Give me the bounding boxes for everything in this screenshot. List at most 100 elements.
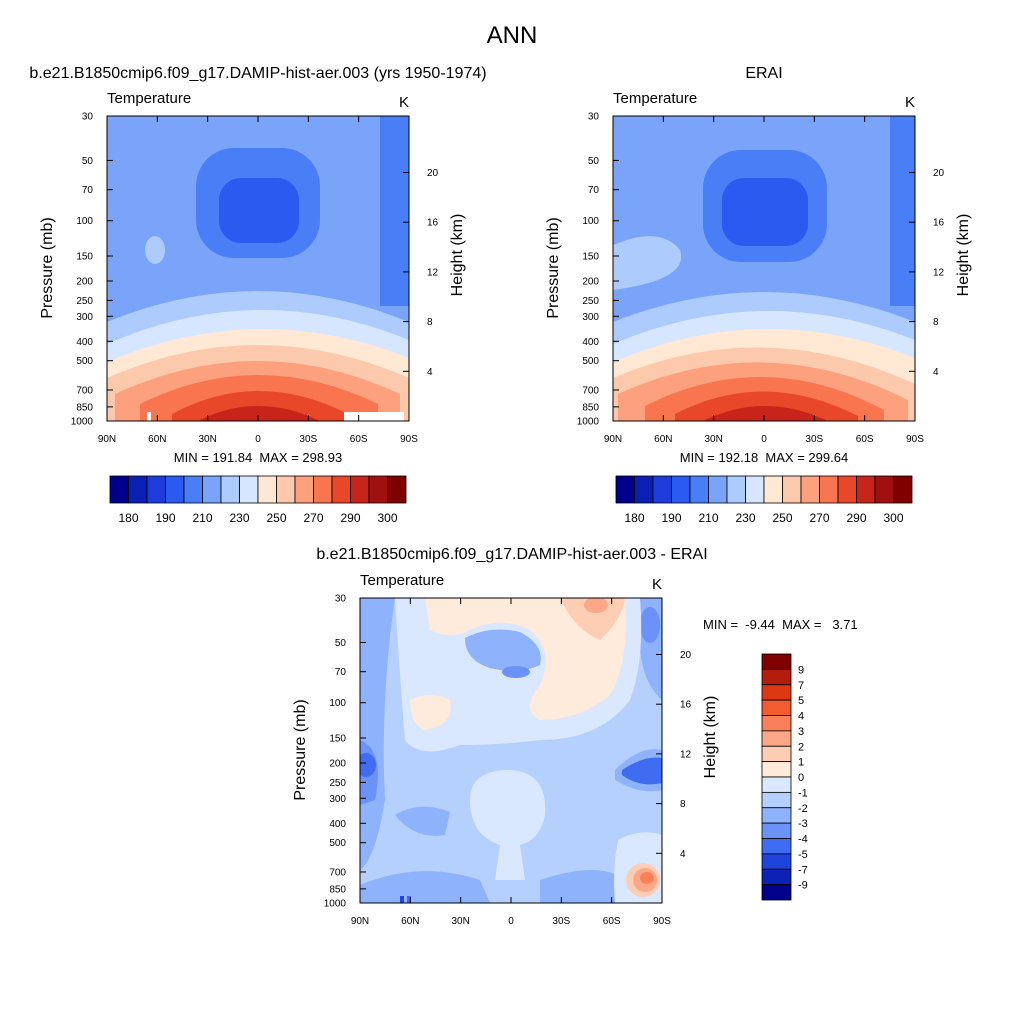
x-tick-label: 30N — [198, 434, 216, 445]
y-tick-label: 400 — [76, 337, 93, 348]
colorbar-swatch — [239, 475, 259, 504]
y2-axis-ticks: 20 16 12 8 4 — [909, 168, 945, 378]
colorbar-label: -3 — [798, 818, 808, 830]
colorbar-label: 4 — [798, 711, 804, 723]
colorbar-swatch — [819, 475, 839, 504]
y-tick-label: 70 — [335, 667, 347, 678]
y-tick-label: 50 — [82, 156, 94, 167]
colorbar-swatch — [726, 475, 746, 504]
x-tick-label: 0 — [508, 916, 514, 927]
colorbar-label: -2 — [798, 803, 808, 815]
panel-title: b.e21.B1850cmip6.f09_g17.DAMIP-hist-aer.… — [316, 546, 707, 563]
colorbar-label: 190 — [155, 511, 175, 525]
y2-tick-label: 12 — [680, 749, 692, 760]
colorbar-swatch — [202, 475, 222, 504]
y-tick-label: 250 — [76, 296, 93, 307]
colorbar-label: 0 — [798, 772, 804, 784]
colorbar-swatch — [183, 475, 203, 504]
x-tick-label: 30N — [451, 916, 469, 927]
colorbar-swatch — [294, 475, 314, 504]
colorbar-swatch — [331, 475, 351, 504]
y-tick-label: 700 — [329, 867, 346, 878]
y-tick-label: 850 — [582, 402, 599, 413]
panel-model: b.e21.B1850cmip6.f09_g17.DAMIP-hist-aer.… — [29, 65, 486, 525]
y-tick-label: 850 — [329, 884, 346, 895]
panel-erai: ERAI Temperature K 305070100150200250300… — [545, 65, 972, 525]
y-tick-label: 100 — [582, 216, 599, 227]
y-axis-label: Pressure (mb) — [545, 217, 562, 318]
y2-tick-label: 4 — [680, 849, 686, 860]
y-tick-label: 30 — [82, 112, 94, 123]
colorbar-label: 3 — [798, 726, 804, 738]
colorbar-swatch — [763, 475, 783, 504]
colorbar-swatch — [313, 475, 333, 504]
colorbar-label: 290 — [340, 511, 360, 525]
colorbar-label: -5 — [798, 849, 808, 861]
x-tick-label: 90N — [351, 916, 369, 927]
colorbar-swatch — [761, 838, 792, 855]
colorbar-swatch — [761, 699, 792, 716]
y-tick-label: 500 — [76, 356, 93, 367]
colorbar: 180 190 210 230 250 270 290 300 — [615, 475, 913, 525]
y-tick-label: 70 — [82, 185, 94, 196]
x-tick-label: 0 — [255, 434, 261, 445]
y2-axis-ticks: 20 16 12 8 4 — [656, 650, 692, 860]
colorbar-label: 1 — [798, 757, 804, 769]
x-tick-label: 30S — [552, 916, 570, 927]
colorbar-swatch — [128, 475, 148, 504]
colorbar-label: 180 — [624, 511, 644, 525]
y-tick-label: 70 — [588, 185, 600, 196]
colorbar-swatch — [708, 475, 728, 504]
x-tick-label: 90N — [98, 434, 116, 445]
x-tick-label: 60N — [654, 434, 672, 445]
y-tick-label: 250 — [329, 778, 346, 789]
colorbar-swatch — [761, 853, 792, 870]
y-tick-label: 150 — [76, 251, 93, 262]
colorbar-label: 250 — [772, 511, 792, 525]
y2-axis-label: Height (km) — [955, 214, 972, 297]
x-tick-label: 60N — [148, 434, 166, 445]
colorbar-swatch — [837, 475, 857, 504]
y2-axis-label: Height (km) — [449, 214, 466, 297]
x-tick-label: 30S — [805, 434, 823, 445]
x-tick-label: 60N — [401, 916, 419, 927]
colorbar-swatch — [761, 730, 792, 747]
y-tick-label: 200 — [329, 759, 346, 770]
y-tick-label: 1000 — [324, 899, 347, 910]
colorbar-swatch — [615, 475, 635, 504]
colorbar: 9 7 5 4 3 2 1 0 -1 -2 -3 -4 -5 -7 -9 — [761, 653, 808, 901]
colorbar-swatch — [761, 715, 792, 732]
variable-label: Temperature — [613, 90, 697, 107]
colorbar-label: 7 — [798, 680, 804, 692]
colorbar-swatch — [856, 475, 876, 504]
colorbar-label: -9 — [798, 880, 808, 892]
colorbar-swatch — [761, 761, 792, 778]
y2-tick-label: 20 — [680, 650, 692, 661]
units-label: K — [399, 94, 409, 111]
colorbar-label: 230 — [735, 511, 755, 525]
colorbar-swatch — [761, 653, 792, 670]
colorbar-label: 190 — [661, 511, 681, 525]
colorbar-swatch — [893, 475, 913, 504]
y-tick-label: 850 — [76, 402, 93, 413]
y2-tick-label: 8 — [427, 317, 433, 328]
x-tick-label: 60S — [603, 916, 621, 927]
colorbar-label: 270 — [303, 511, 323, 525]
y-tick-label: 200 — [582, 277, 599, 288]
colorbar-swatch — [257, 475, 277, 504]
y2-tick-label: 16 — [680, 700, 692, 711]
x-tick-label: 90S — [653, 916, 671, 927]
y2-axis-ticks: 20 16 12 8 4 — [403, 168, 439, 378]
y-tick-label: 30 — [335, 594, 347, 605]
variable-label: Temperature — [107, 90, 191, 107]
x-tick-label: 90S — [906, 434, 924, 445]
colorbar-swatch — [761, 791, 792, 809]
colorbar-swatch — [745, 475, 765, 504]
panel-title: b.e21.B1850cmip6.f09_g17.DAMIP-hist-aer.… — [29, 65, 486, 82]
x-tick-label: 0 — [761, 434, 767, 445]
colorbar-label: 2 — [798, 741, 804, 753]
y2-tick-label: 16 — [427, 218, 439, 229]
x-tick-label: 30N — [704, 434, 722, 445]
y-tick-label: 250 — [582, 296, 599, 307]
x-tick-label: 60S — [856, 434, 874, 445]
